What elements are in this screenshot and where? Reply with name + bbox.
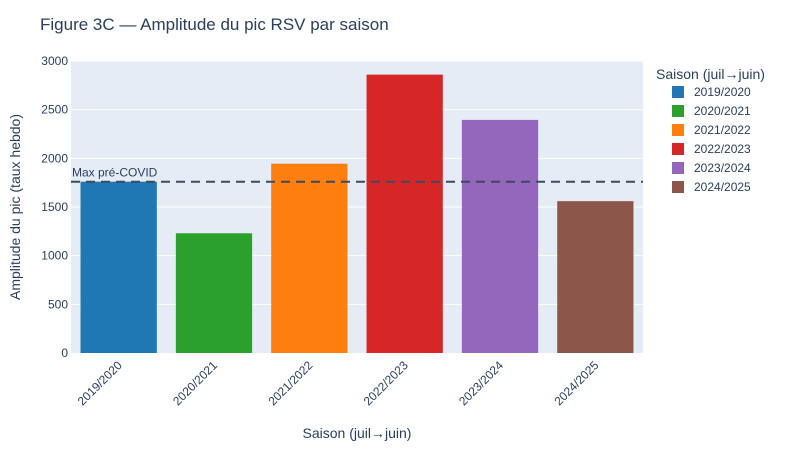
legend-swatch <box>672 181 684 193</box>
legend-swatch <box>672 124 684 136</box>
x-tick-label: 2023/2024 <box>456 358 506 408</box>
legend-entry: 2023/2024 <box>694 161 751 175</box>
chart-title: Figure 3C — Amplitude du pic RSV par sai… <box>40 15 389 34</box>
y-tick-label: 1500 <box>41 200 68 214</box>
bar-2022-2023 <box>366 74 443 354</box>
legend-swatch <box>672 86 684 98</box>
legend-swatch <box>672 162 684 174</box>
legend-entry: 2019/2020 <box>694 85 751 99</box>
x-tick-label: 2020/2021 <box>170 358 220 408</box>
y-tick-label: 0 <box>61 346 68 360</box>
legend-swatch <box>672 105 684 117</box>
bars <box>80 74 634 354</box>
bar-2021-2022 <box>271 163 348 353</box>
x-tick-label: 2019/2020 <box>75 358 125 408</box>
legend-entry: 2022/2023 <box>694 142 751 156</box>
y-tick-label: 500 <box>48 297 68 311</box>
bar-2023-2024 <box>461 119 539 354</box>
y-tick-label: 1000 <box>41 249 68 263</box>
bar-2020-2021 <box>175 233 253 353</box>
bar-2024-2025 <box>557 201 634 353</box>
y-tick-label: 2500 <box>41 103 68 117</box>
x-axis-title: Saison (juil→juin) <box>303 425 412 441</box>
legend-title: Saison (juil→juin) <box>656 66 765 82</box>
grid <box>71 60 643 305</box>
y-axis-title: Amplitude du pic (taux hebdo) <box>7 114 23 300</box>
x-axis-ticks: 2019/2020 2020/2021 2021/2022 2022/2023 2023… <box>75 358 602 408</box>
x-tick-label: 2024/2025 <box>551 358 601 408</box>
bar-2019-2020 <box>80 181 157 353</box>
y-tick-label: 3000 <box>41 54 68 68</box>
x-tick-label: 2022/2023 <box>361 358 411 408</box>
legend-entry: 2020/2021 <box>694 104 751 118</box>
legend-entry: 2024/2025 <box>694 180 751 194</box>
legend: Saison (juil→juin) 2019/2020 2020/2021 202… <box>656 66 765 194</box>
reference-line: Max pré-COVID <box>71 166 643 183</box>
x-tick-label: 2021/2022 <box>265 358 315 408</box>
y-axis-ticks: 0 500 1000 1500 2000 2500 3000 <box>41 54 68 360</box>
reference-line-label: Max pré-COVID <box>72 166 158 180</box>
y-tick-label: 2000 <box>41 151 68 165</box>
legend-swatch <box>672 143 684 155</box>
legend-entry: 2021/2022 <box>694 123 751 137</box>
